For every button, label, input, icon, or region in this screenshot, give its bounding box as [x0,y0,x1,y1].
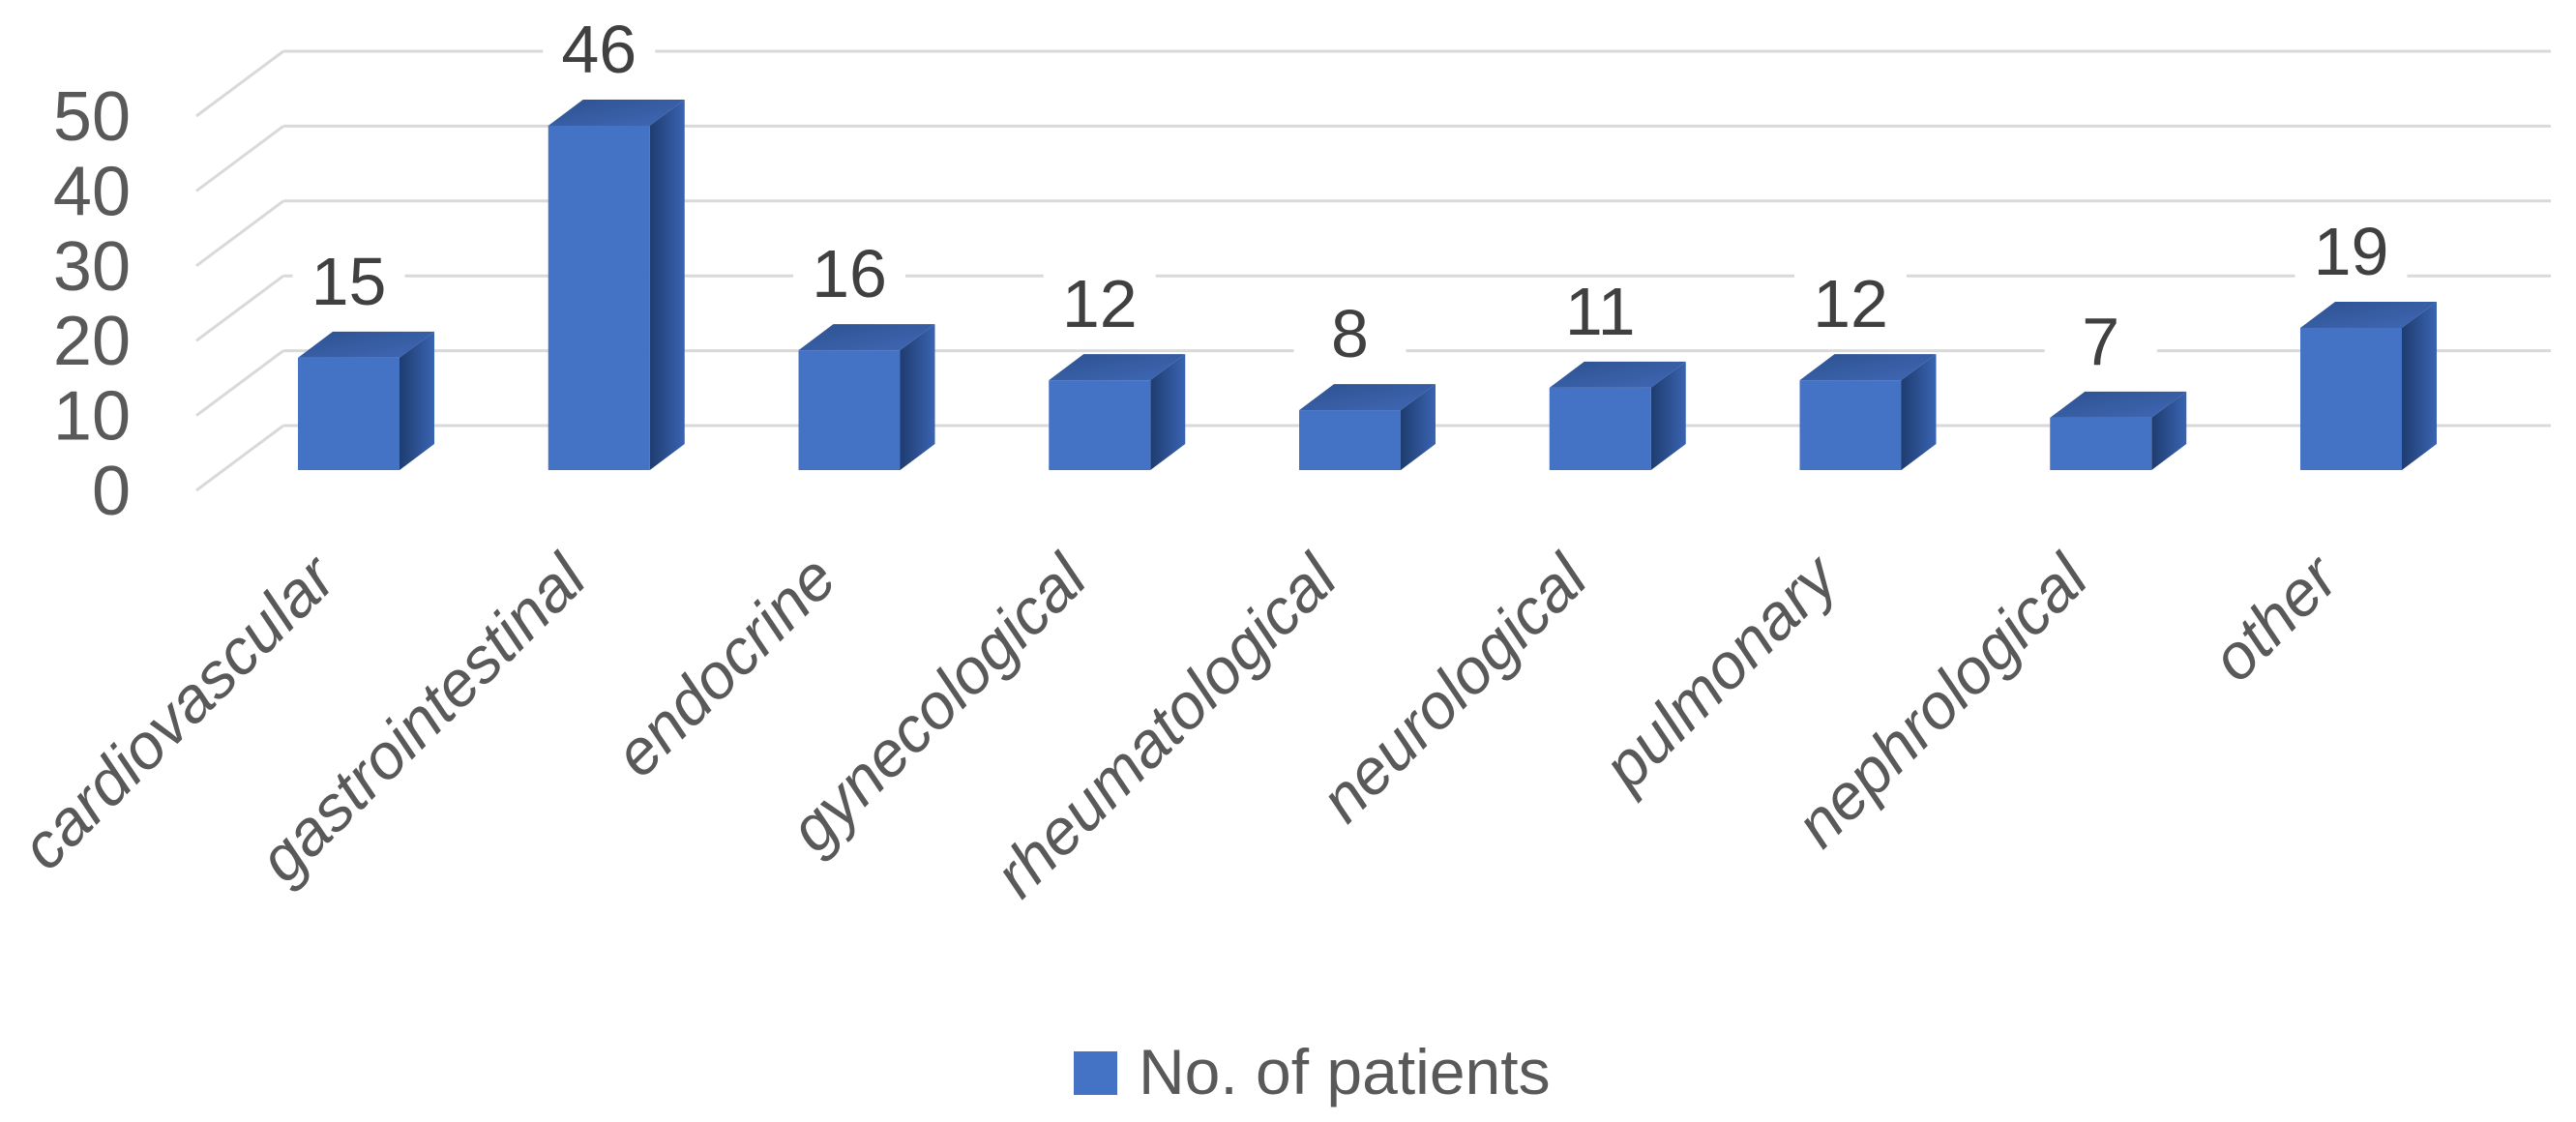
bar-column-cardiovascular [298,331,434,470]
bar-side-face [1650,361,1686,470]
y-axis-tick-label: 40 [53,153,131,230]
bars [298,99,2437,471]
y-axis-tick-label: 50 [53,78,131,156]
bar-side-face [1401,384,1436,470]
bar-column-rheumatological [1299,384,1436,470]
data-label-backdrop [1293,303,1406,371]
bar-column-other [2300,301,2437,470]
bar-front-face [1299,410,1401,470]
bar-top-face [2300,301,2437,328]
data-label-backdrop [1043,273,1156,341]
gridline-depth [195,424,284,492]
bar-top-face [548,99,685,126]
bar-data-label: 11 [1565,274,1636,349]
bar-column-endocrine [798,324,935,470]
category-label-neurological: neurological [1306,540,1602,836]
legend: No. of patients [1074,1036,1551,1107]
category-label-endocrine: endocrine [601,542,849,790]
bar-data-label: 46 [561,12,637,87]
y-axis-tick-label: 10 [53,378,131,456]
bar-data-label: 12 [1062,266,1138,341]
gridline-depth [195,125,284,192]
bar-side-face [649,99,685,471]
y-axis-tick-label: 30 [53,228,131,306]
legend-swatch-icon [1074,1051,1117,1095]
bar-data-label: 12 [1813,266,1888,341]
bar-front-face [1049,380,1151,470]
bar-side-face [1901,354,1937,470]
bar-front-face [298,357,400,470]
data-label-backdrop [1544,280,1657,348]
gridline-depth [195,199,284,268]
bar-top-face [1049,354,1186,381]
bar-data-label: 15 [311,244,387,319]
bar-front-face [1799,380,1902,470]
legend-label: No. of patients [1139,1036,1551,1107]
gridline-depth [195,49,284,118]
data-label-backdrop [793,243,905,311]
bar-column-neurological [1549,361,1686,470]
bar-top-face [798,324,935,351]
bar-column-gynecological [1049,354,1186,470]
bar-data-label: 16 [812,236,887,311]
data-label-backdrop [543,17,656,86]
gridline-depth [195,349,284,417]
data-label-backdrop [1794,273,1907,341]
bar-side-face [400,331,434,470]
data-labels: 15 46 16 12 8 11 12 7 19 [292,12,2408,379]
bar-side-face [2151,391,2187,470]
bar-side-face [2402,301,2437,470]
bar-side-face [1150,354,1186,470]
bar-front-face [548,125,650,470]
y-axis-tick-label: 0 [92,453,131,530]
bar-front-face [2300,327,2402,470]
category-label-pulmonary: pulmonary [1587,539,1852,804]
bar-front-face [2050,417,2152,470]
bar-side-face [900,324,935,470]
bar-front-face [798,350,901,470]
bar-top-face [298,331,434,358]
bar-column-gastrointestinal [548,99,685,471]
bar-column-pulmonary [1799,354,1937,470]
bar-top-face [2050,391,2187,418]
bar-data-label: 19 [2314,214,2389,289]
data-label-backdrop [2295,220,2408,288]
bar-top-face [1549,361,1686,388]
data-label-backdrop [2044,310,2157,378]
y-axis-tick-label: 20 [53,303,131,380]
category-label-other: other [2198,539,2354,694]
bar-data-label: 7 [2082,304,2119,379]
data-label-backdrop [292,250,405,318]
bar-front-face [1549,387,1651,470]
bar-top-face [1799,354,1937,381]
gridline-depth [195,274,284,342]
bar-top-face [1299,384,1436,411]
bar-column-nephrological [2050,391,2187,470]
bar-data-label: 8 [1331,296,1369,371]
